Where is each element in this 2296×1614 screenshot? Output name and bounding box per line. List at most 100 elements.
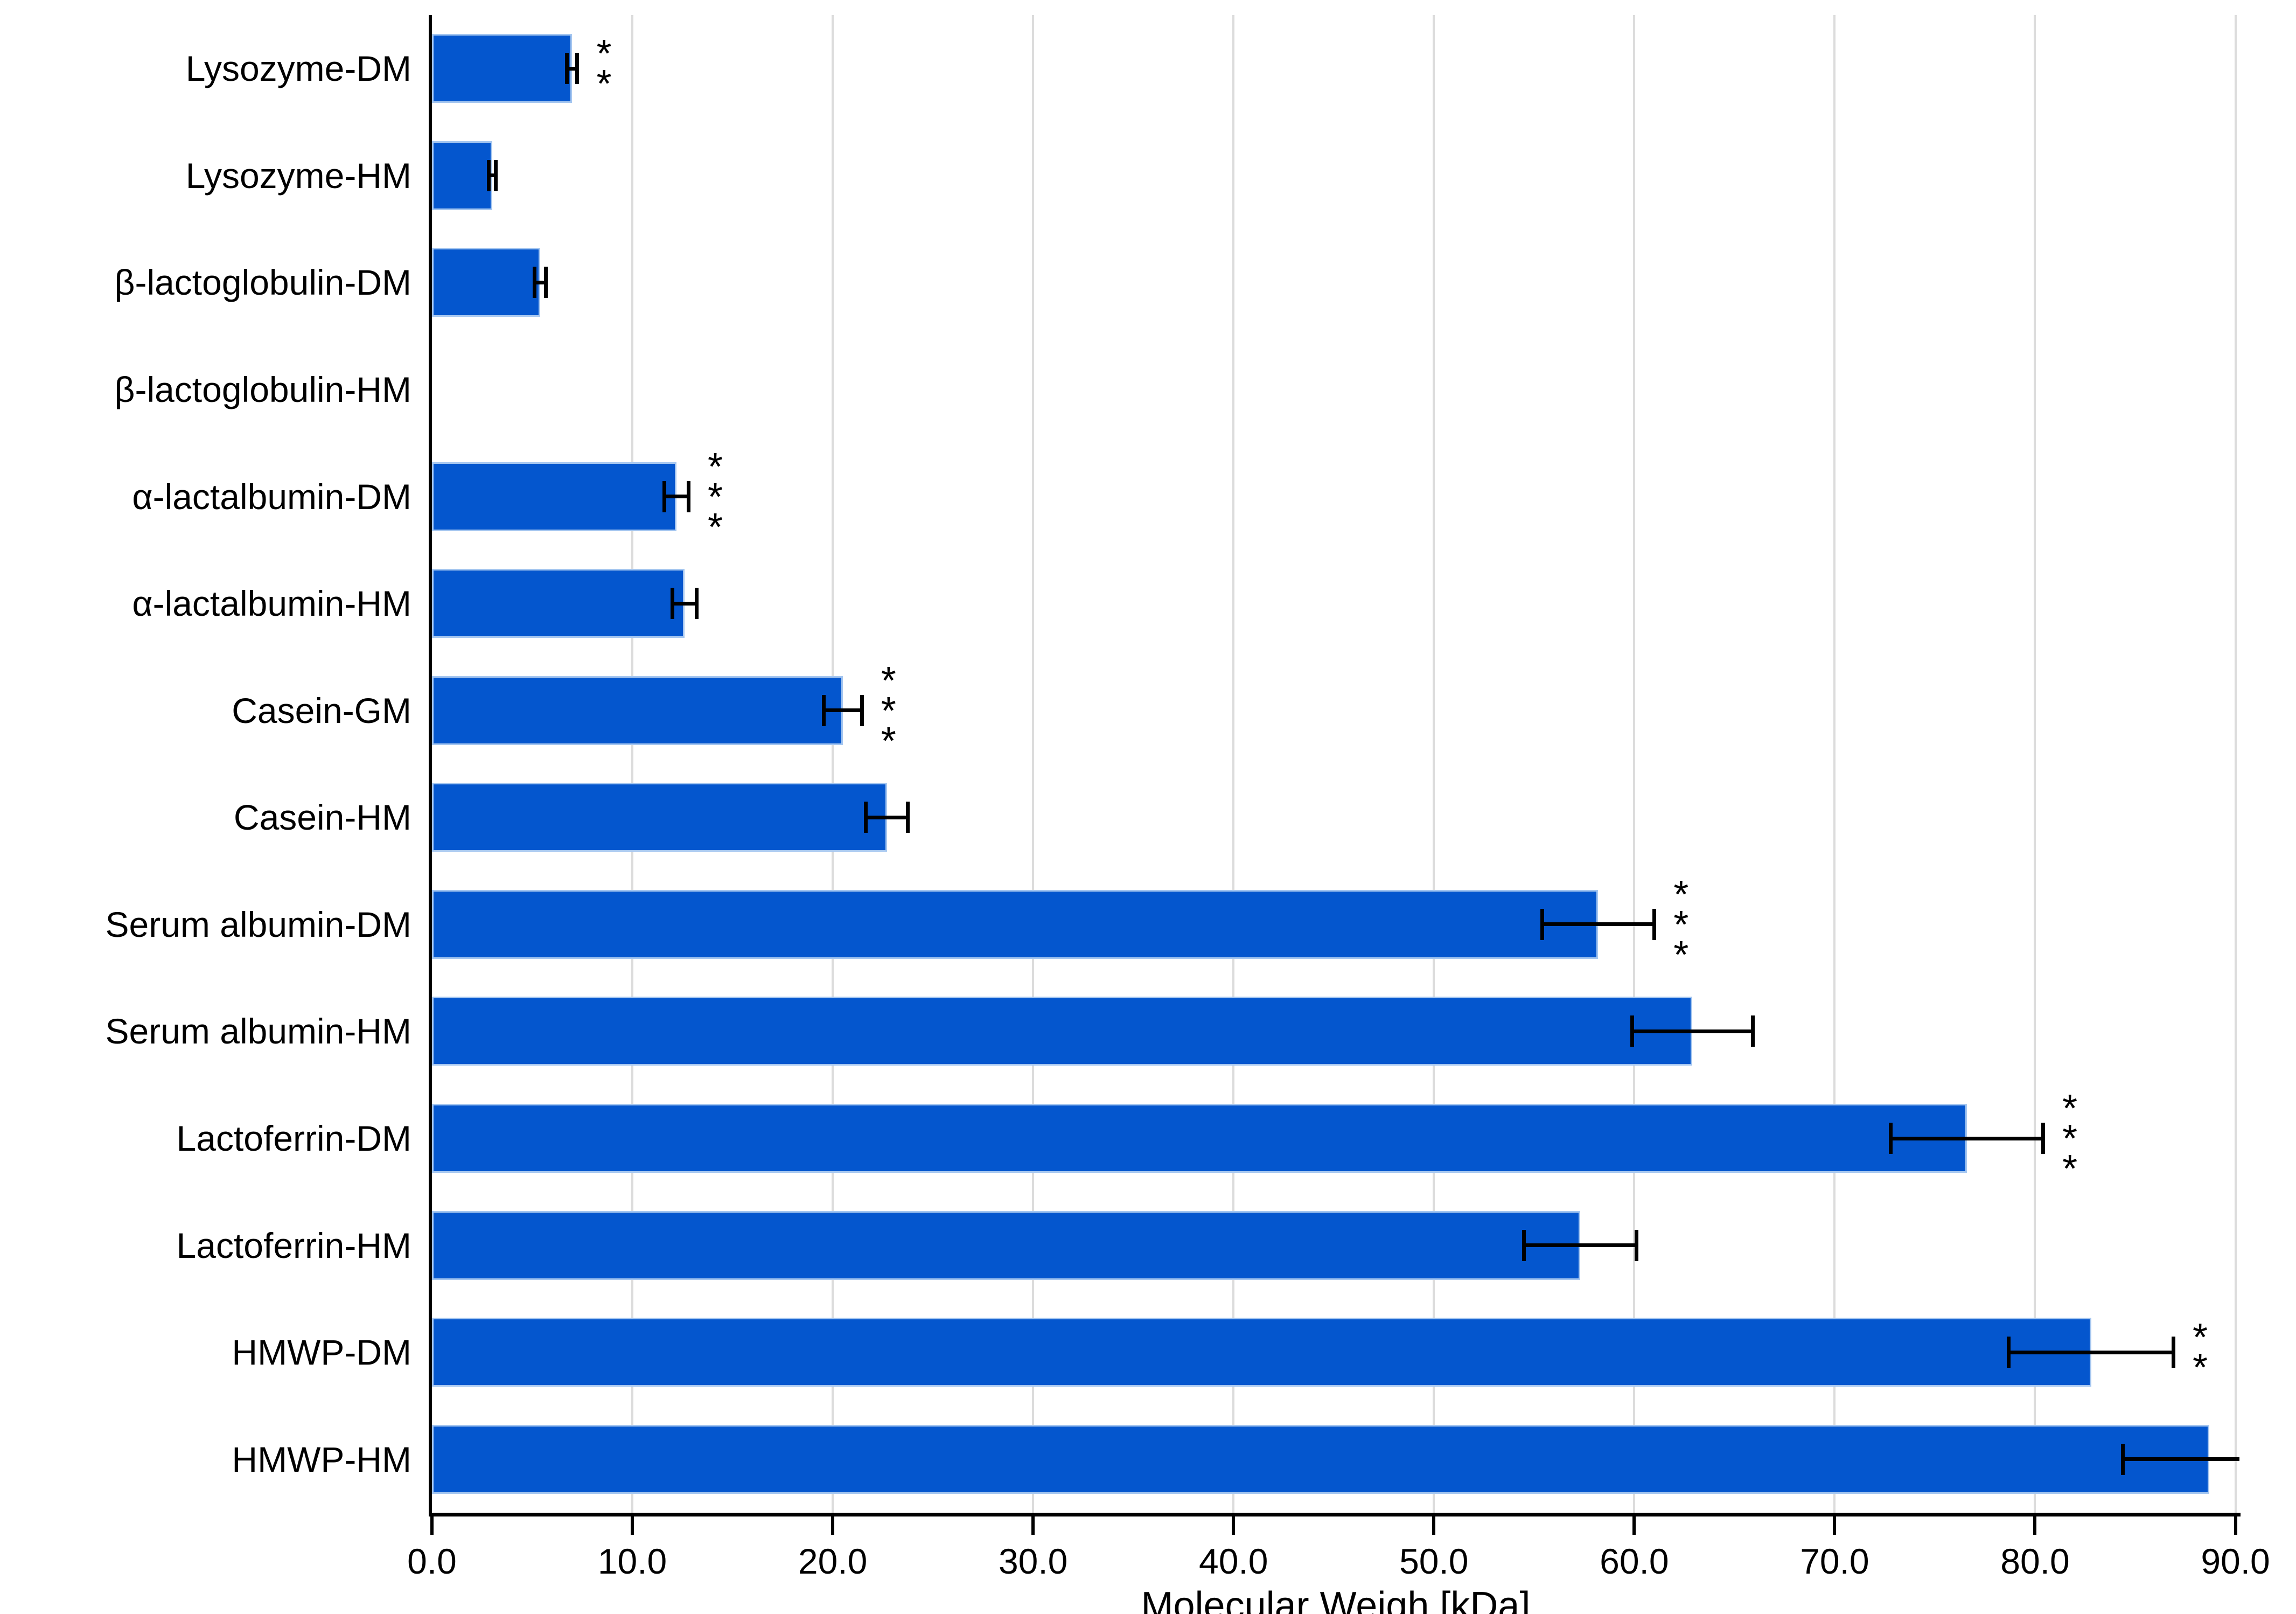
error-bar-Casein-HM	[863, 815, 910, 819]
gridline-30	[1032, 15, 1035, 1513]
y-axis-spine	[429, 15, 432, 1516]
x-tick-60	[1632, 1516, 1636, 1535]
x-tick-10	[631, 1516, 634, 1535]
error-cap-low-Casein-HM	[863, 802, 868, 833]
error-bar-Lysozyme-HM	[486, 173, 498, 178]
gridline-50	[1433, 15, 1435, 1513]
significance-marker-Lysozyme-DM: * *	[596, 32, 612, 106]
error-cap-low-HMWP-DM	[2007, 1337, 2011, 1368]
error-cap-low-Lysozyme-DM	[565, 53, 569, 85]
error-cap-high-Serum albumin-DM	[1652, 908, 1657, 940]
x-tick-label-40: 40.0	[1199, 1541, 1268, 1581]
error-cap-high-Serum albumin-HM	[1750, 1015, 1755, 1047]
bar-HMWP-HM	[432, 1424, 2210, 1494]
x-tick-80	[2033, 1516, 2037, 1535]
category-label-Lactoferrin-DM: Lactoferrin-DM	[176, 1118, 411, 1158]
x-tick-label-30: 30.0	[998, 1541, 1068, 1581]
error-bar-Serum albumin-DM	[1540, 922, 1657, 927]
bar-β-lactoglobulin-DM	[432, 248, 540, 317]
x-tick-label-80: 80.0	[2000, 1541, 2070, 1581]
gridline-90	[2234, 15, 2237, 1513]
significance-marker-Casein-GM: * * *	[881, 659, 896, 763]
error-cap-low-α-lactalbumin-HM	[670, 588, 674, 620]
error-bar-Lactoferrin-DM	[1888, 1136, 2046, 1140]
error-cap-low-Lysozyme-HM	[486, 159, 491, 191]
category-label-Lactoferrin-HM: Lactoferrin-HM	[176, 1225, 411, 1265]
error-bar-Lysozyme-DM	[565, 66, 580, 71]
category-label-Serum albumin-HM: Serum albumin-HM	[105, 1011, 411, 1052]
x-tick-label-0: 0.0	[407, 1541, 457, 1581]
x-axis-title: Molecular Weigh [kDa]	[1141, 1584, 1531, 1614]
error-cap-high-Lysozyme-DM	[575, 53, 580, 85]
significance-marker-Lactoferrin-DM: * * *	[2062, 1087, 2078, 1191]
error-cap-low-HMWP-HM	[2121, 1443, 2125, 1475]
error-cap-low-Lactoferrin-DM	[1888, 1123, 1893, 1154]
x-tick-label-70: 70.0	[1800, 1541, 1869, 1581]
error-bar-HMWP-DM	[2007, 1350, 2175, 1354]
error-bar-HMWP-HM	[2121, 1457, 2239, 1462]
bar-Serum albumin-DM	[432, 889, 1599, 959]
error-cap-low-Serum albumin-HM	[1630, 1015, 1634, 1047]
category-label-α-lactalbumin-DM: α-lactalbumin-DM	[132, 476, 411, 517]
error-cap-high-α-lactalbumin-DM	[686, 481, 690, 512]
error-cap-high-Lactoferrin-HM	[1634, 1229, 1638, 1261]
bar-α-lactalbumin-DM	[432, 462, 676, 531]
x-tick-label-50: 50.0	[1399, 1541, 1469, 1581]
x-tick-40	[1232, 1516, 1236, 1535]
x-tick-label-10: 10.0	[597, 1541, 667, 1581]
error-cap-high-HMWP-DM	[2171, 1337, 2175, 1368]
x-tick-label-90: 90.0	[2201, 1541, 2270, 1581]
error-cap-high-Casein-HM	[906, 802, 910, 833]
error-bar-α-lactalbumin-DM	[662, 495, 690, 499]
error-cap-low-Serum albumin-DM	[1540, 908, 1544, 940]
plot-area: * * * * * * * * * * * * * * * *	[432, 15, 2239, 1513]
category-label-Lysozyme-HM: Lysozyme-HM	[185, 155, 411, 196]
bar-Lysozyme-DM	[432, 34, 573, 103]
bar-α-lactalbumin-HM	[432, 569, 685, 638]
x-tick-50	[1432, 1516, 1436, 1535]
error-cap-high-α-lactalbumin-HM	[694, 588, 699, 620]
bar-Lactoferrin-DM	[432, 1104, 1967, 1173]
error-bar-Lactoferrin-HM	[1522, 1243, 1638, 1248]
bar-Lactoferrin-HM	[432, 1210, 1580, 1280]
x-tick-label-20: 20.0	[798, 1541, 868, 1581]
x-axis-spine	[429, 1513, 2241, 1516]
error-cap-low-Lactoferrin-HM	[1522, 1229, 1526, 1261]
bar-Serum albumin-HM	[432, 997, 1693, 1066]
bar-Casein-GM	[432, 676, 843, 745]
bar-HMWP-DM	[432, 1318, 2091, 1387]
x-tick-90	[2234, 1516, 2237, 1535]
category-label-Casein-GM: Casein-GM	[232, 690, 411, 731]
category-label-HMWP-DM: HMWP-DM	[232, 1332, 411, 1373]
error-cap-high-β-lactoglobulin-DM	[543, 267, 548, 298]
x-tick-0	[430, 1516, 434, 1535]
x-tick-20	[831, 1516, 835, 1535]
error-cap-low-Casein-GM	[821, 694, 826, 726]
error-cap-high-Lactoferrin-DM	[2041, 1123, 2046, 1154]
x-tick-70	[1833, 1516, 1837, 1535]
gridline-70	[1833, 15, 1836, 1513]
bar-Lysozyme-HM	[432, 141, 492, 210]
bar-Casein-HM	[432, 783, 887, 852]
category-label-Lysozyme-DM: Lysozyme-DM	[185, 48, 411, 89]
error-cap-high-Casein-GM	[860, 694, 864, 726]
gridline-40	[1232, 15, 1235, 1513]
significance-marker-HMWP-DM: * *	[2192, 1316, 2208, 1390]
category-label-Serum albumin-DM: Serum albumin-DM	[105, 904, 411, 944]
x-tick-30	[1031, 1516, 1035, 1535]
significance-marker-α-lactalbumin-DM: * * *	[707, 445, 723, 549]
gridline-80	[2034, 15, 2036, 1513]
gridline-60	[1633, 15, 1636, 1513]
error-cap-high-Lysozyme-HM	[493, 159, 498, 191]
category-label-HMWP-HM: HMWP-HM	[232, 1439, 411, 1479]
error-bar-Serum albumin-HM	[1630, 1029, 1755, 1033]
category-label-Casein-HM: Casein-HM	[233, 797, 411, 838]
error-bar-α-lactalbumin-HM	[670, 601, 699, 606]
significance-marker-Serum albumin-DM: * * *	[1673, 873, 1689, 977]
category-label-β-lactoglobulin-DM: β-lactoglobulin-DM	[114, 262, 412, 303]
category-label-β-lactoglobulin-HM: β-lactoglobulin-HM	[114, 370, 412, 409]
gridline-20	[832, 15, 834, 1513]
error-cap-low-β-lactoglobulin-DM	[533, 267, 537, 298]
category-label-α-lactalbumin-HM: α-lactalbumin-HM	[132, 583, 411, 624]
